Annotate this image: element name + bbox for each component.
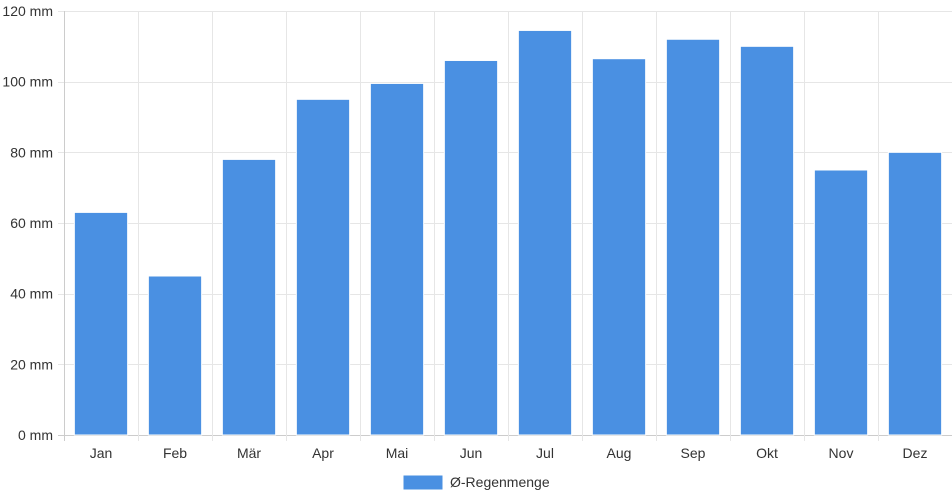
x-tick-label: Mai <box>386 445 409 461</box>
bar[interactable] <box>813 169 869 436</box>
x-tick-label: Nov <box>829 445 854 461</box>
x-tick-label: Jan <box>90 445 113 461</box>
x-tick-label: Sep <box>681 445 706 461</box>
x-tick-label: Apr <box>312 445 334 461</box>
y-tick-label: 0 mm <box>18 427 53 443</box>
bar[interactable] <box>147 275 203 436</box>
x-tick-label: Jun <box>460 445 483 461</box>
legend[interactable]: Ø-Regenmenge <box>402 474 550 491</box>
y-tick-label: 100 mm <box>2 74 53 90</box>
bar[interactable] <box>443 59 499 436</box>
y-tick-label: 40 mm <box>10 286 53 302</box>
bar-series <box>73 29 943 436</box>
y-tick-label: 20 mm <box>10 356 53 372</box>
bar[interactable] <box>73 211 129 436</box>
x-tick-label: Feb <box>163 445 187 461</box>
bar[interactable] <box>665 38 721 436</box>
bar[interactable] <box>591 58 647 436</box>
y-tick-label: 120 mm <box>2 3 53 19</box>
x-tick-label: Dez <box>903 445 928 461</box>
x-tick-label: Jul <box>536 445 554 461</box>
bar[interactable] <box>369 82 425 436</box>
legend-label[interactable]: Ø-Regenmenge <box>450 474 550 490</box>
x-axis-tick-labels: Jan Feb Mär Apr Mai Jun Jul Aug Sep Okt Nov Dez <box>90 445 928 461</box>
y-tick-label: 80 mm <box>10 144 53 160</box>
bar[interactable] <box>887 151 943 436</box>
bar[interactable] <box>517 29 573 436</box>
x-tick-label: Mär <box>237 445 261 461</box>
x-tick-label: Aug <box>607 445 632 461</box>
bar[interactable] <box>739 45 795 436</box>
bar[interactable] <box>295 98 351 436</box>
y-axis-tick-labels: 0 mm 20 mm 40 mm 60 mm 80 mm 100 mm 120 mm <box>2 3 53 443</box>
grid-lines <box>58 11 952 441</box>
x-tick-label: Okt <box>756 445 778 461</box>
y-tick-label: 60 mm <box>10 215 53 231</box>
legend-swatch[interactable] <box>402 474 444 491</box>
bar[interactable] <box>221 158 277 436</box>
